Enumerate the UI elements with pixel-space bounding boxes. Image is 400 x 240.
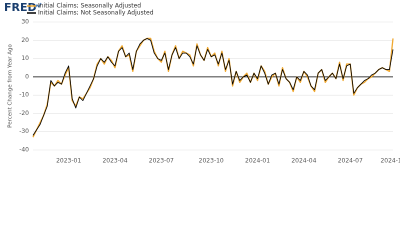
- x-tick-label: 2023-01: [56, 158, 81, 165]
- chart: FRED Percent Change from Year Ago -40 -30…: [0, 0, 400, 171]
- y-tick-label: -40: [19, 147, 29, 154]
- x-tick-label: 2023-10: [199, 158, 224, 165]
- logo-text: FRED: [4, 1, 37, 14]
- y-tick-label: -10: [19, 92, 29, 99]
- y-tick-label: 10: [21, 55, 29, 62]
- x-tick-label: 2024-01: [245, 158, 270, 165]
- series-line: [32, 38, 394, 136]
- y-axis-title: Percent Change from Year Ago: [8, 43, 14, 127]
- y-tick-label: 20: [21, 37, 29, 44]
- page: {"logo": "FRED", "chart_data": { "type":…: [0, 0, 400, 171]
- y-tick-label: -30: [19, 128, 29, 135]
- y-tick-label: 0: [25, 73, 29, 80]
- y-tick-label: 30: [21, 19, 29, 26]
- legend-label: Initial Claims; Not Seasonally Adjusted: [38, 10, 154, 17]
- y-tick-label: -20: [19, 110, 29, 117]
- x-tick-label: 2024-10: [380, 158, 400, 165]
- fred-logo: FRED: [4, 1, 42, 14]
- legend-label: Initial Claims; Seasonally Adjusted: [38, 3, 141, 10]
- x-tick-label: 2024-04: [291, 158, 316, 165]
- x-tick-label: 2023-07: [149, 158, 174, 165]
- background: [0, 0, 400, 171]
- x-tick-label: 2023-04: [102, 158, 127, 165]
- x-tick-label: 2024-07: [338, 158, 363, 165]
